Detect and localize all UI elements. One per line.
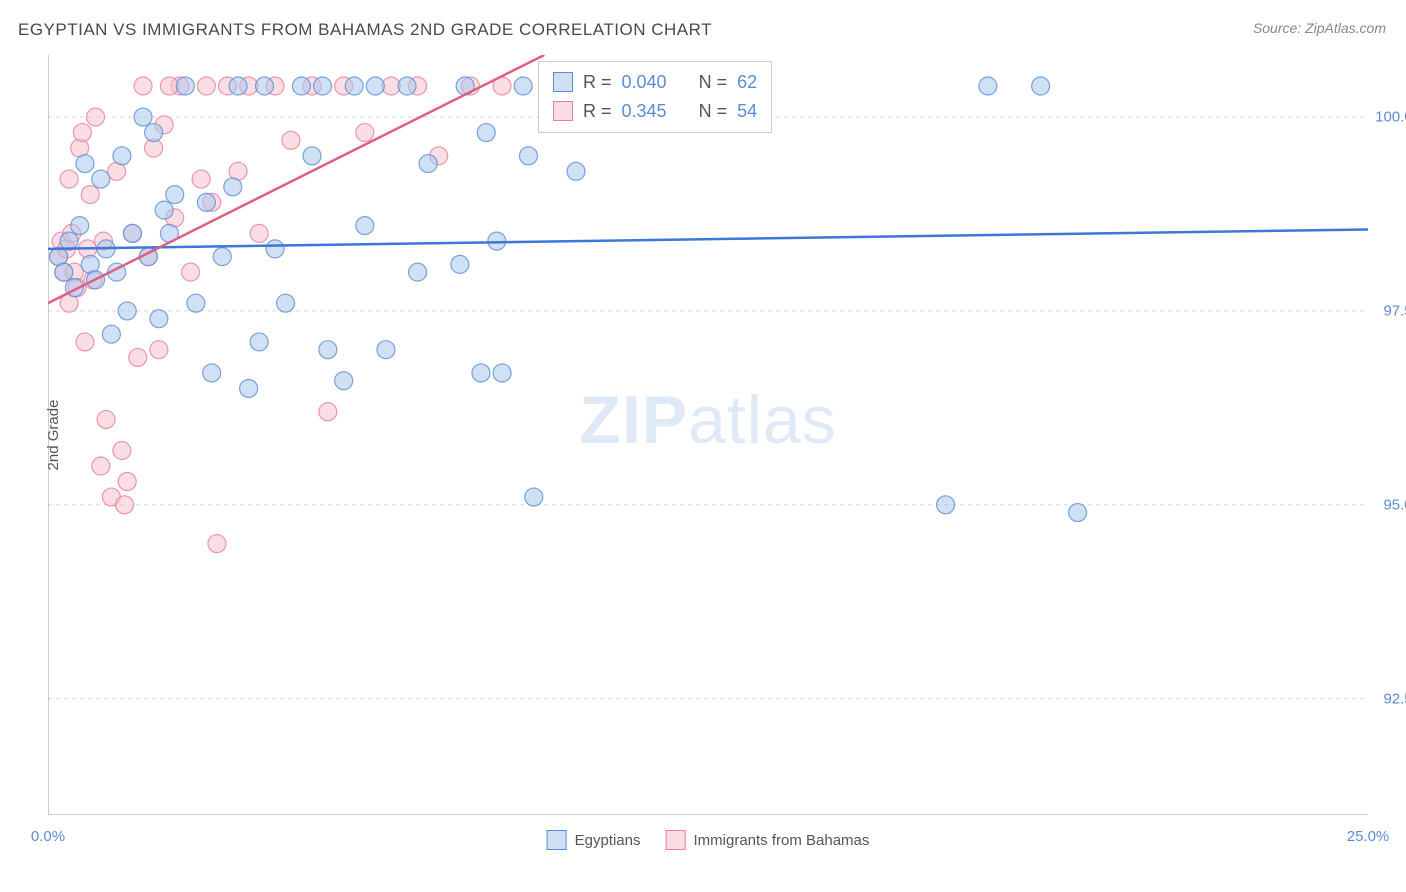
- stat-n-value: 54: [737, 97, 757, 126]
- x-tick-label: 0.0%: [31, 828, 65, 845]
- chart-container: 2nd Grade ZIPatlas R = 0.040 N = 62 R = …: [48, 55, 1368, 815]
- stat-r-value: 0.040: [622, 68, 667, 97]
- stat-r-label: R =: [583, 97, 612, 126]
- legend-swatch: [547, 830, 567, 850]
- stat-n-label: N =: [699, 68, 728, 97]
- bottom-legend: Egyptians Immigrants from Bahamas: [547, 830, 870, 850]
- source-attribution: Source: ZipAtlas.com: [1253, 20, 1386, 36]
- scatter-plot: [48, 55, 1368, 815]
- legend-item: Egyptians: [547, 830, 641, 850]
- stat-n-label: N =: [699, 97, 728, 126]
- legend-swatch: [665, 830, 685, 850]
- x-tick-label: 25.0%: [1347, 828, 1390, 845]
- legend-label: Immigrants from Bahamas: [693, 832, 869, 849]
- stat-r-label: R =: [583, 68, 612, 97]
- stats-row: R = 0.040 N = 62: [553, 68, 757, 97]
- stats-row: R = 0.345 N = 54: [553, 97, 757, 126]
- stat-n-value: 62: [737, 68, 757, 97]
- legend-item: Immigrants from Bahamas: [665, 830, 869, 850]
- y-tick-label: 95.0%: [1383, 496, 1406, 513]
- chart-title: EGYPTIAN VS IMMIGRANTS FROM BAHAMAS 2ND …: [18, 20, 712, 40]
- stats-legend-box: R = 0.040 N = 62 R = 0.345 N = 54: [538, 61, 772, 133]
- legend-swatch: [553, 72, 573, 92]
- y-tick-label: 97.5%: [1383, 302, 1406, 319]
- y-tick-label: 100.0%: [1375, 109, 1406, 126]
- legend-label: Egyptians: [575, 832, 641, 849]
- y-tick-label: 92.5%: [1383, 690, 1406, 707]
- stat-r-value: 0.345: [622, 97, 667, 126]
- legend-swatch: [553, 101, 573, 121]
